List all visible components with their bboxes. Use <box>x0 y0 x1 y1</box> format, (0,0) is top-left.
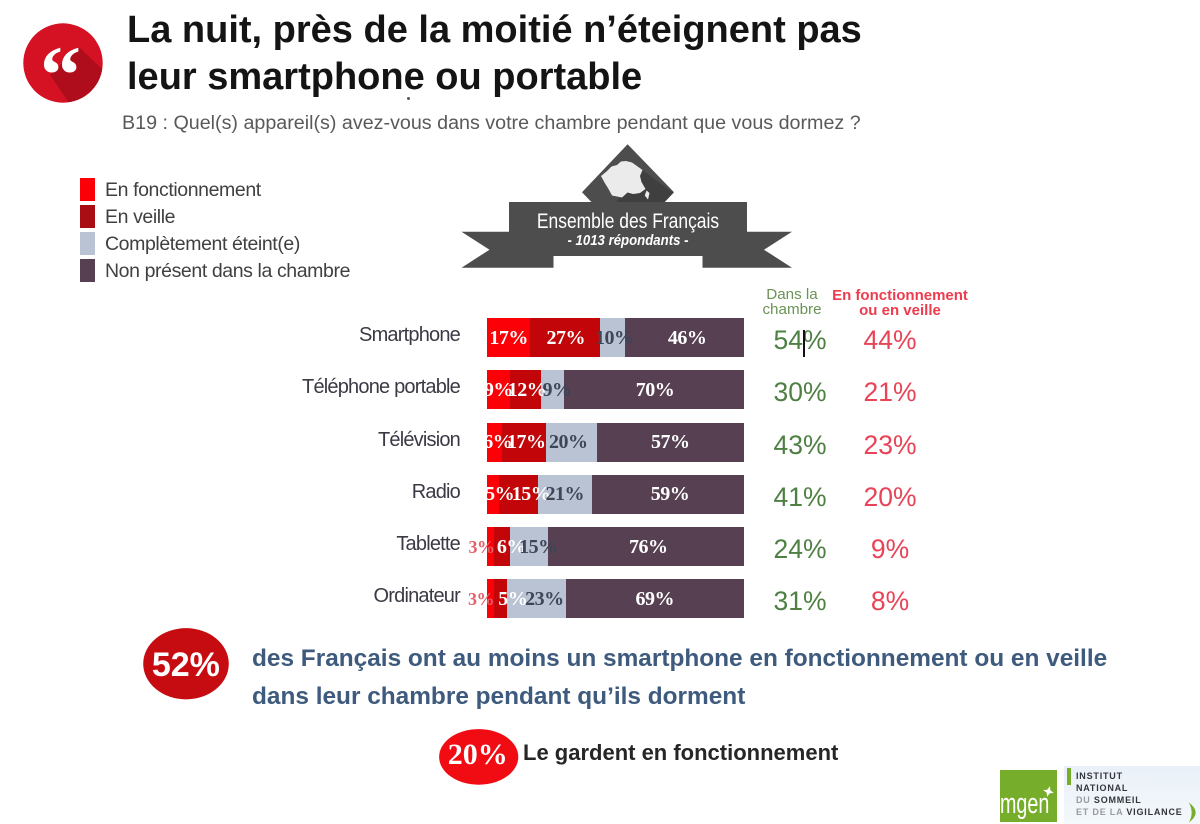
svg-text:“: “ <box>40 29 81 103</box>
